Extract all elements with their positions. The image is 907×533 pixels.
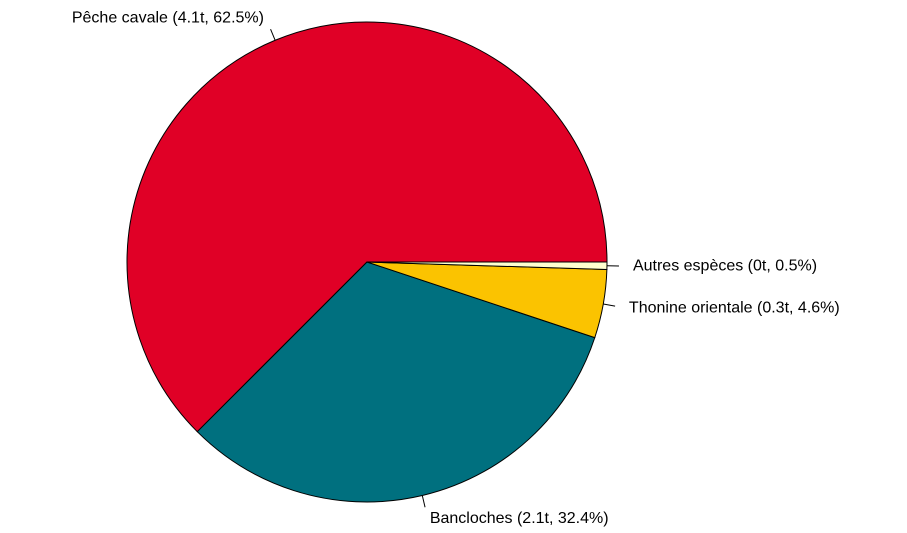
label-line	[421, 495, 426, 508]
label-line	[603, 303, 616, 307]
slice-label: Thonine orientale (0.3t, 4.6%)	[629, 299, 840, 316]
slice-label: Autres espèces (0t, 0.5%)	[633, 257, 817, 274]
label-line	[270, 28, 276, 41]
slice-label: Pêche cavale (4.1t, 62.5%)	[72, 9, 264, 26]
pie-slice	[126, 21, 608, 433]
slice-label: Bancloches (2.1t, 32.4%)	[430, 510, 609, 527]
